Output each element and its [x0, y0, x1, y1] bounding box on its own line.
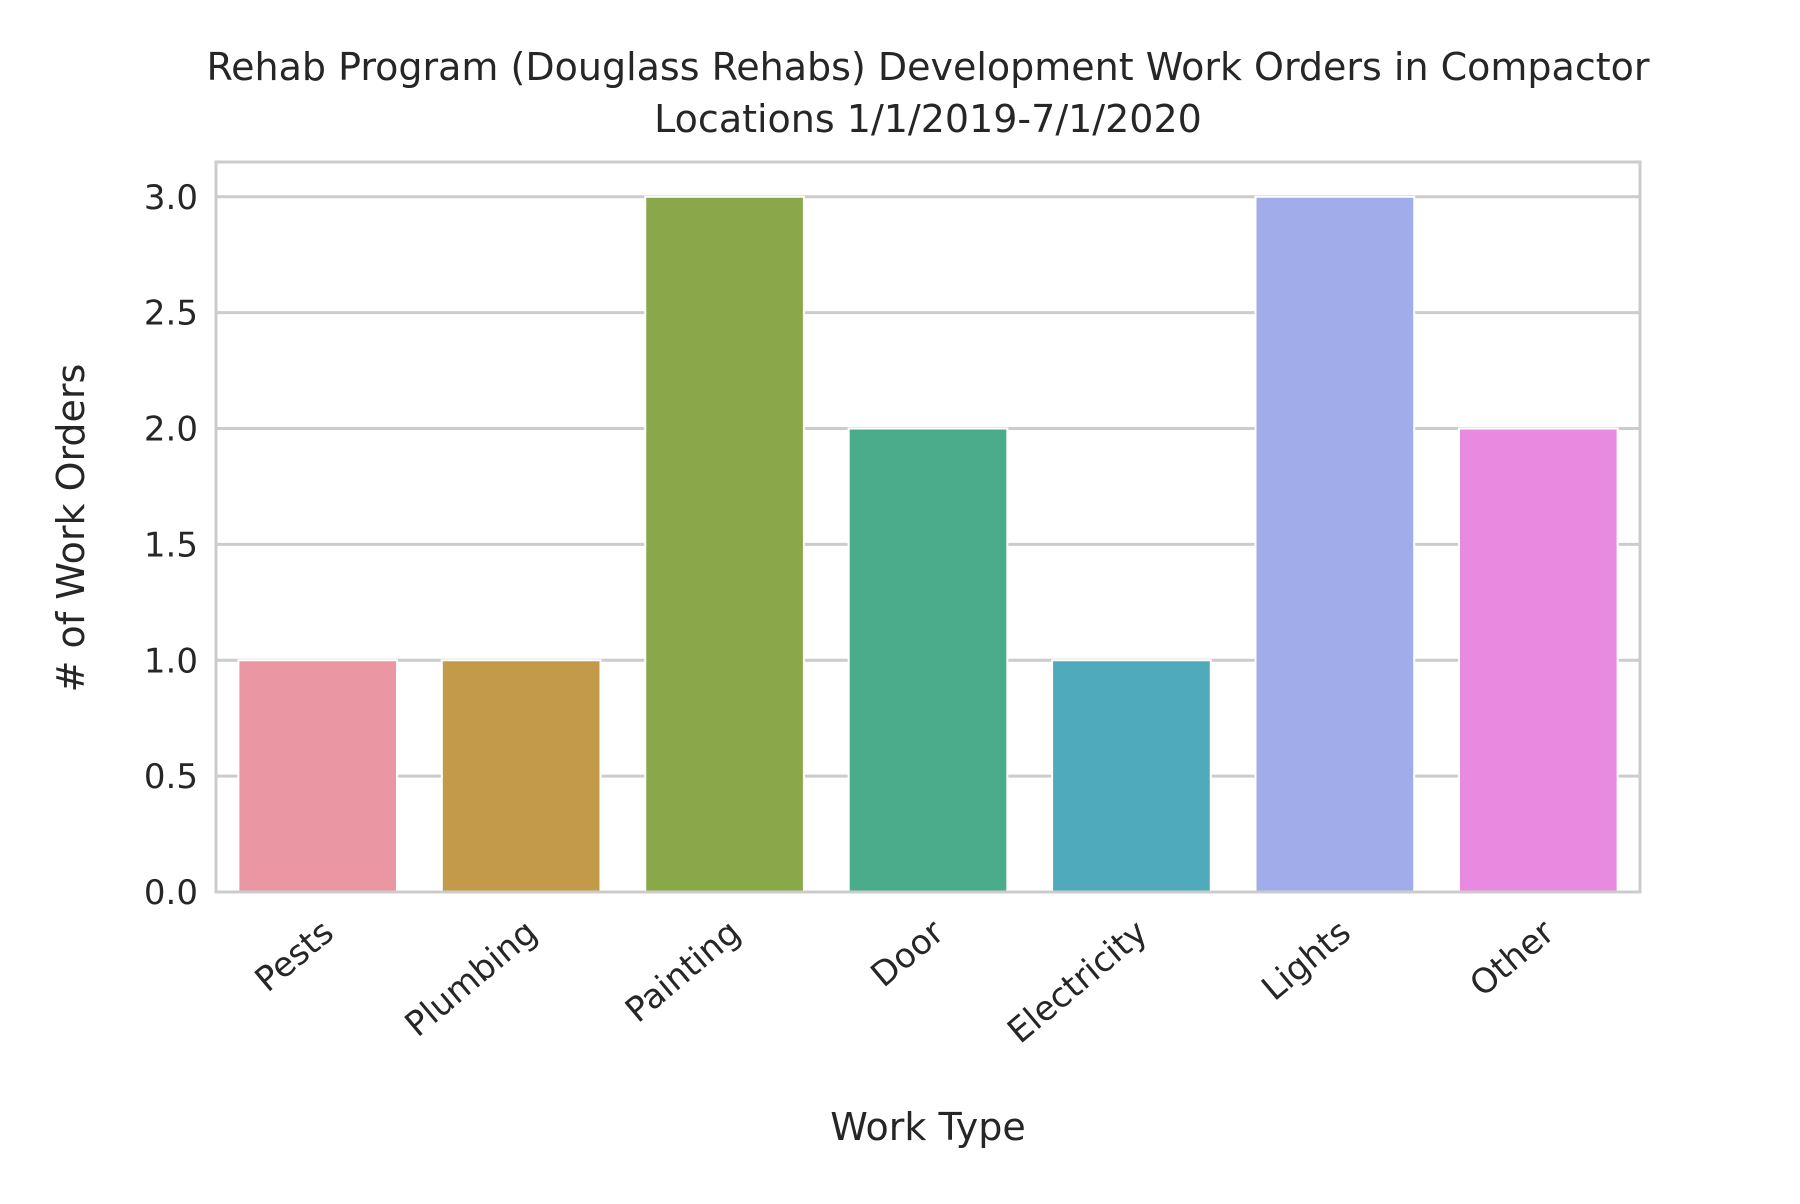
x-tick-label: Other [1462, 912, 1562, 1005]
y-tick-label: 0.0 [144, 873, 198, 913]
x-tick-label: Painting [618, 912, 748, 1031]
bar-painting [644, 195, 805, 893]
x-tick-label: Electricity [1000, 912, 1155, 1051]
y-tick-label: 2.5 [144, 294, 198, 334]
y-tick-labels: 0.0 0.5 1.0 1.5 2.0 2.5 3.0 [144, 178, 198, 913]
bars [237, 195, 1619, 893]
x-tick-label: Lights [1254, 912, 1358, 1009]
chart-title-line-1: Rehab Program (Douglass Rehabs) Developm… [206, 45, 1649, 89]
bar-plumbing [440, 659, 602, 893]
y-tick-label: 0.5 [144, 757, 198, 797]
x-tick-label: Plumbing [398, 912, 545, 1045]
x-tick-labels: Pests Plumbing Painting Door Electricity Ligh… [248, 912, 1562, 1051]
y-axis-label: # of Work Orders [49, 364, 93, 693]
x-tick-label: Pests [248, 912, 342, 1000]
bar-door [847, 427, 1009, 893]
x-tick-label: Door [863, 912, 951, 995]
bar-electricity [1051, 659, 1212, 893]
y-tick-label: 1.0 [144, 641, 198, 681]
bar-pests [237, 659, 399, 893]
x-axis-label: Work Type [830, 1105, 1026, 1149]
bar-other [1457, 427, 1619, 893]
plot-frame [214, 160, 1642, 894]
y-tick-label: 1.5 [144, 525, 198, 565]
y-tick-label: 3.0 [144, 178, 198, 218]
bar-lights [1254, 195, 1416, 893]
y-tick-label: 2.0 [144, 410, 198, 450]
chart-title-line-2: Locations 1/1/2019-7/1/2020 [654, 97, 1202, 141]
